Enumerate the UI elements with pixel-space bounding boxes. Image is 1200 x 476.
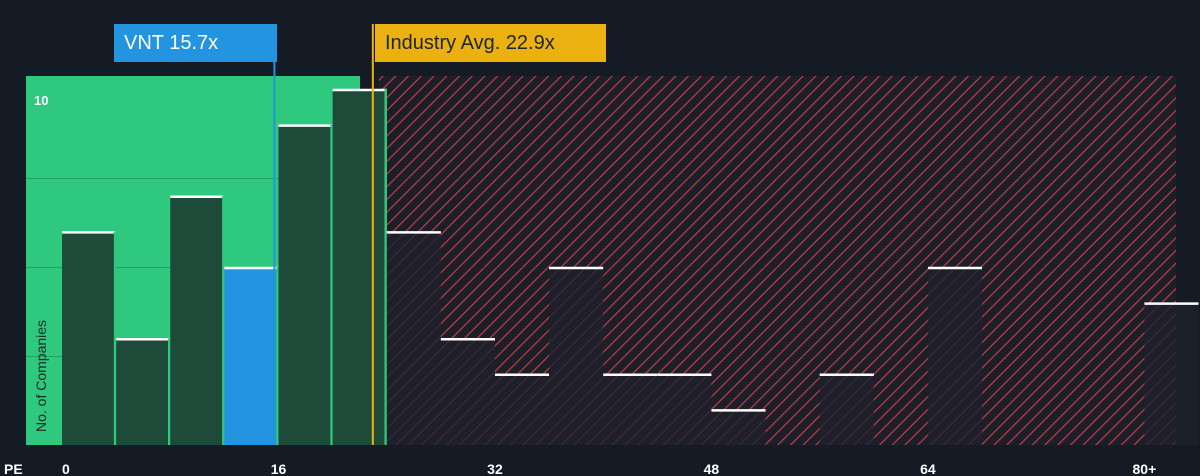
histogram-bar (116, 338, 171, 445)
histogram-bar (494, 373, 550, 445)
x-tick-label: 80+ (1133, 461, 1157, 476)
histogram-bar (386, 231, 441, 445)
histogram-bar (657, 373, 712, 445)
x-tick-label: 32 (487, 461, 503, 476)
histogram-bar (603, 373, 658, 445)
x-axis-label: PE (4, 461, 23, 476)
x-tick-label: 0 (62, 461, 70, 476)
histogram-bar (711, 409, 766, 445)
histogram-bar (332, 89, 387, 445)
y-max-tick-label: 10 (34, 93, 48, 108)
histogram-bar (170, 195, 225, 445)
histogram-bar (224, 267, 279, 445)
histogram-bar (927, 267, 983, 445)
bars (62, 88, 1199, 445)
x-tick-labels: 0 16 32 48 64 80+ (62, 461, 1156, 476)
company-pe-callout: VNT 15.7x (114, 24, 277, 62)
x-tick-label: 48 (704, 461, 720, 476)
histogram-bar (62, 231, 117, 445)
histogram-bar (278, 124, 333, 445)
x-tick-label: 16 (271, 461, 287, 476)
histogram-bar (819, 373, 874, 445)
histogram-bar (1144, 302, 1199, 445)
x-tick-label: 64 (920, 461, 936, 476)
histogram-bar (440, 338, 495, 445)
y-axis-label: No. of Companies (33, 320, 49, 432)
histogram-bar (549, 267, 604, 445)
industry-avg-callout: Industry Avg. 22.9x (375, 24, 606, 62)
